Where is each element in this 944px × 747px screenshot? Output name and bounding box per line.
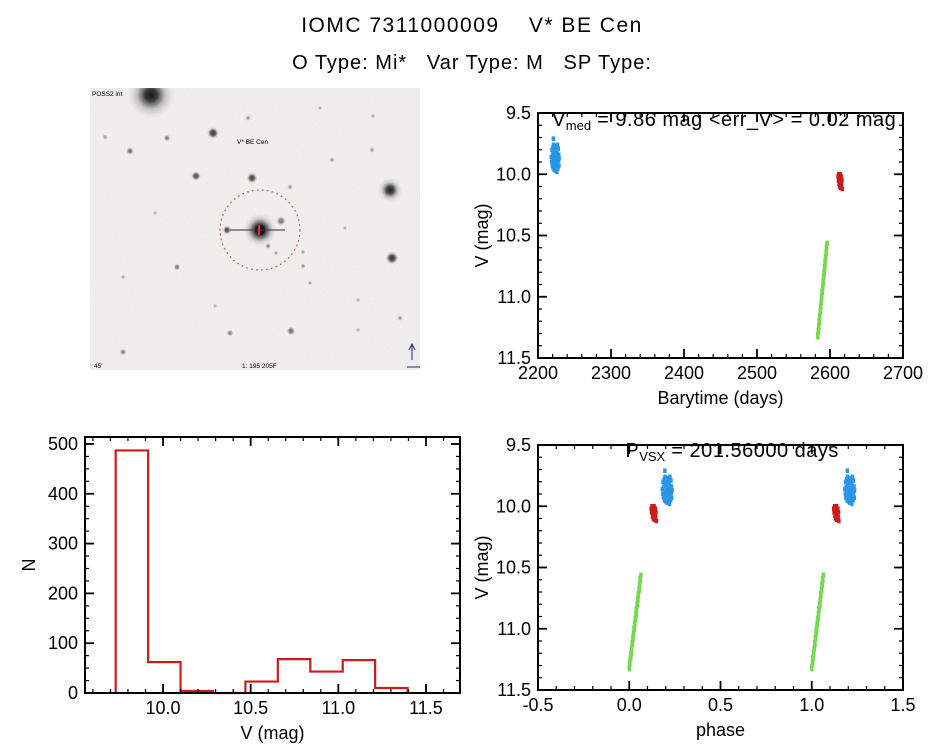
series-epoch-blue (549, 136, 561, 175)
target-name-label: V* BE Cen (237, 139, 268, 146)
coords-label: 1: 195 205F (242, 363, 277, 370)
x-tick-label: 0.5 (708, 695, 733, 715)
x-axis-label: Barytime (days) (657, 388, 783, 408)
x-tick-label: 1.0 (799, 695, 824, 715)
x-tick-label: 2400 (664, 363, 704, 383)
target-star (230, 213, 285, 247)
y-axis-label: N (20, 559, 39, 572)
x-tick-label: -0.5 (522, 695, 553, 715)
axes (537, 112, 904, 359)
histogram-outline (114, 449, 409, 695)
series-epoch-green (815, 240, 829, 340)
y-tick-label: 100 (48, 633, 78, 653)
y-axis-label: V (mag) (472, 535, 492, 599)
x-tick-label: 2300 (591, 363, 631, 383)
y-tick-label: 11.0 (497, 287, 531, 307)
x-axis-label: V (mag) (240, 723, 304, 743)
y-tick-label: 500 (48, 434, 78, 454)
finding-chart-image: POSS2 int V* BE Cen 45' 1: 195 205F (90, 88, 420, 370)
y-tick-label: 200 (48, 583, 78, 603)
series-epoch-blue (660, 468, 857, 507)
x-tick-label: 10.5 (233, 698, 268, 718)
y-tick-label: 10.0 (496, 164, 531, 184)
x-tick-label: 10.0 (145, 698, 180, 718)
phase-title-subscript: VSX (639, 449, 666, 464)
x-tick-label: 0.0 (617, 695, 642, 715)
page-title: IOMC 7311000009 V* BE Cen (301, 14, 643, 37)
axes (85, 437, 460, 694)
lightcurve-title-subscript: med (565, 118, 592, 133)
series-epoch-green (627, 572, 826, 672)
plot-frame (84, 436, 461, 694)
x-tick-label: 1.5 (890, 695, 915, 715)
plot-frame (537, 112, 904, 359)
x-tick-label: 2200 (518, 363, 558, 383)
x-tick-label: 2500 (737, 363, 777, 383)
phase-folded-plot: -0.5 0.0 0.5 1.0 1.5 9.5 10.0 10.5 11.0 11.5 phase… (472, 435, 916, 740)
y-tick-label: 300 (48, 534, 78, 554)
lightcurve-title-prefix: V (551, 109, 566, 131)
x-axis-label: phase (696, 720, 745, 740)
y-tick-label: 10.5 (496, 226, 531, 246)
plot-frame (537, 444, 904, 691)
target-circle-marker (219, 189, 301, 271)
data-points (549, 136, 844, 340)
series-epoch-red (649, 503, 841, 524)
x-tick-label: 2600 (810, 363, 850, 383)
y-tick-label: 400 (48, 484, 78, 504)
object-type-subtitle: O Type: Mi* Var Type: M SP Type: (292, 52, 652, 74)
y-tick-label: 11.5 (497, 348, 531, 368)
compass-north-arrow (407, 342, 420, 368)
y-tick-label: 9.5 (506, 435, 531, 455)
y-axis-label: V (mag) (472, 203, 492, 267)
y-tick-label: 10.5 (496, 558, 531, 578)
x-tick-label: 11.0 (321, 698, 355, 718)
field-stars (102, 88, 403, 356)
y-tick-label: 9.5 (506, 103, 531, 123)
series-epoch-red (836, 171, 844, 192)
magnitude-histogram-plot: 10.0 10.5 11.0 11.5 0 100 200 300 400 500 V (mag) N (20, 434, 461, 743)
x-tick-label: 2700 (883, 363, 923, 383)
survey-corner-label: POSS2 int (92, 91, 123, 98)
y-tick-label: 11.0 (497, 619, 531, 639)
data-points (627, 468, 857, 672)
x-tick-label: 11.5 (409, 698, 443, 718)
lightcurve-plot: 2200 2300 2400 2500 2600 2700 9.5 10.0 10.5 11.0 1… (472, 103, 923, 408)
y-tick-label: 11.5 (497, 680, 531, 700)
scale-label: 45' (94, 363, 102, 370)
y-tick-label: 10.0 (496, 496, 531, 516)
y-tick-label: 0 (68, 683, 78, 703)
